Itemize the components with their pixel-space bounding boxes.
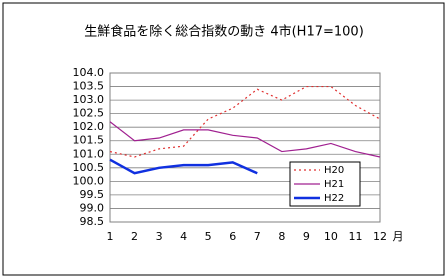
x-tick-label: 2 [131, 230, 138, 243]
chart-title: 生鮮食品を除く総合指数の動き 4市(H17=100) [84, 24, 364, 40]
y-tick-label: 103.0 [73, 93, 105, 106]
y-tick-label: 100.5 [73, 161, 105, 174]
x-tick-label: 9 [303, 230, 310, 243]
x-tick-label: 4 [180, 230, 187, 243]
x-tick-label: 12 [373, 230, 387, 243]
x-tick-label: 8 [278, 230, 285, 243]
y-tick-label: 103.5 [73, 80, 105, 93]
y-tick-label: 101.0 [73, 147, 105, 160]
x-tick-label: 7 [254, 230, 261, 243]
legend-label: H20 [324, 165, 344, 176]
line-series [109, 121, 381, 158]
legend-label: H21 [324, 179, 344, 190]
y-tick-label: 102.5 [73, 107, 105, 120]
y-tick-label: 99.0 [80, 201, 105, 214]
x-axis-label: 月 [393, 230, 404, 243]
y-tick-label: 102.0 [73, 120, 105, 133]
y-tick-label: 100.0 [73, 174, 105, 187]
x-tick-label: 1 [107, 230, 114, 243]
line-series [109, 158, 258, 175]
x-tick-label: 10 [324, 230, 338, 243]
line-series [109, 85, 381, 158]
x-tick-label: 3 [156, 230, 163, 243]
x-tick-label: 11 [348, 230, 362, 243]
y-tick-label: 104.0 [73, 66, 105, 79]
legend-label: H22 [324, 193, 344, 204]
x-tick-label: 5 [205, 230, 212, 243]
y-tick-label: 98.5 [80, 215, 105, 228]
y-tick-label: 101.5 [73, 134, 105, 147]
y-tick-label: 99.5 [80, 188, 105, 201]
x-tick-label: 6 [229, 230, 236, 243]
